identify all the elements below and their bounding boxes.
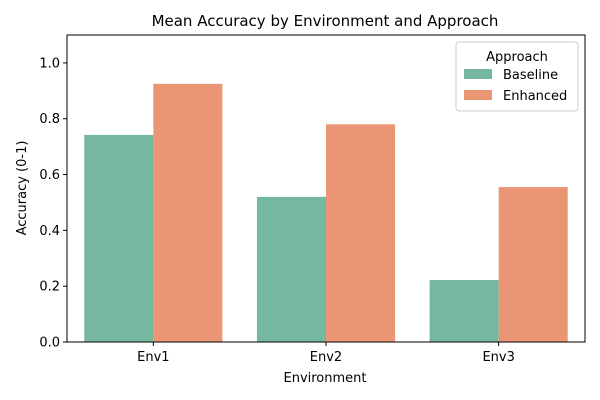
legend-swatch-enhanced (464, 90, 492, 100)
bar-enhanced-env2 (326, 124, 396, 343)
bar-baseline-env2 (256, 196, 326, 342)
legend-title: Approach (486, 50, 548, 65)
x-tick-label: Env3 (482, 350, 514, 365)
chart-title: Mean Accuracy by Environment and Approac… (152, 12, 499, 30)
legend: Approach Baseline Enhanced (455, 41, 579, 112)
bars-group (84, 83, 568, 343)
legend-label-enhanced: Enhanced (503, 89, 567, 104)
y-axis: 0.0 0.2 0.4 0.6 0.8 1.0 (39, 56, 67, 351)
bar-baseline-env1 (84, 134, 154, 342)
legend-items: Baseline Enhanced (464, 68, 567, 104)
x-axis-label: Environment (283, 371, 366, 386)
y-tick-label: 0.8 (39, 112, 60, 127)
y-tick-label: 1.0 (39, 56, 60, 71)
y-tick-label: 0.2 (39, 280, 60, 295)
x-axis: Env1 Env2 Env3 (137, 342, 515, 365)
y-tick-label: 0.4 (39, 224, 60, 239)
legend-label-baseline: Baseline (503, 68, 558, 83)
x-tick-label: Env1 (137, 350, 169, 365)
y-tick-label: 0.0 (39, 336, 60, 351)
bar-baseline-env3 (429, 280, 499, 342)
legend-swatch-baseline (464, 69, 492, 79)
x-tick-label: Env2 (310, 350, 342, 365)
bar-enhanced-env1 (153, 83, 223, 342)
bar-enhanced-env3 (498, 187, 568, 342)
y-axis-label: Accuracy (0-1) (15, 141, 30, 236)
y-tick-label: 0.6 (39, 168, 60, 183)
